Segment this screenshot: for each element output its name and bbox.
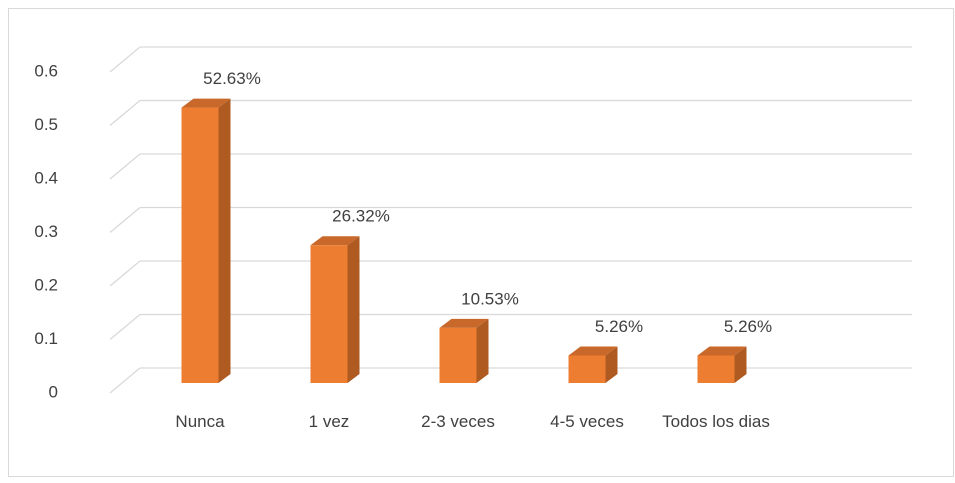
- grid-line-depth: [109, 46, 141, 73]
- x-tick-label-box: 1 vez: [308, 412, 350, 431]
- value-label: 5.26%: [724, 317, 772, 336]
- value-label: 26.32%: [332, 207, 390, 226]
- chart-frame: [8, 8, 954, 477]
- bar-front: [439, 327, 477, 383]
- x-tick-label-box: Nunca: [175, 412, 225, 431]
- x-tick-label-box: Todos los dias: [662, 412, 770, 431]
- value-label: 5.26%: [595, 317, 643, 336]
- grid-line-depth: [109, 314, 141, 340]
- grid-line-depth: [109, 367, 141, 394]
- bar-front: [310, 245, 348, 383]
- grid-line-depth: [109, 260, 141, 287]
- x-tick-label-box: 4-5 veces: [550, 412, 624, 431]
- bar: [697, 346, 747, 383]
- bar: [568, 346, 618, 383]
- grid-line-depth: [109, 100, 141, 126]
- y-tick-label: 0: [49, 382, 58, 401]
- bar-top: [181, 98, 231, 108]
- x-tick-label: Nunca: [175, 412, 225, 431]
- bar: [181, 98, 231, 383]
- y-tick-label: 0.4: [34, 168, 58, 187]
- bar-front: [568, 355, 606, 383]
- y-tick-label: 0.2: [34, 275, 58, 294]
- bar-side: [734, 346, 747, 383]
- grid-line-depth: [109, 207, 141, 233]
- bar-side: [347, 236, 360, 383]
- value-label: 52.63%: [203, 69, 261, 88]
- bar-top: [439, 318, 489, 328]
- bar-side: [218, 98, 231, 383]
- y-tick-label: 0.5: [34, 115, 58, 134]
- bar-side: [476, 318, 489, 383]
- x-tick-label: 1 vez: [308, 412, 350, 431]
- y-tick-label: 0.1: [34, 329, 58, 348]
- bar: [310, 236, 360, 383]
- y-tick-label: 0.3: [34, 222, 58, 241]
- bar-front: [697, 355, 735, 383]
- bar-top: [568, 346, 618, 356]
- x-tick-label: 4-5 veces: [550, 412, 624, 431]
- x-tick-label-box: 2-3 veces: [421, 412, 495, 431]
- bar-front: [181, 107, 219, 383]
- bar-side: [605, 346, 618, 383]
- bar: [439, 318, 489, 383]
- x-tick-label: 2-3 veces: [421, 412, 495, 431]
- grid-line-depth: [109, 153, 141, 180]
- y-tick-label: 0.6: [34, 61, 58, 80]
- bar-top: [310, 236, 360, 246]
- value-label: 10.53%: [461, 289, 519, 308]
- x-tick-label: Todos los dias: [662, 412, 770, 431]
- bar-top: [697, 346, 747, 356]
